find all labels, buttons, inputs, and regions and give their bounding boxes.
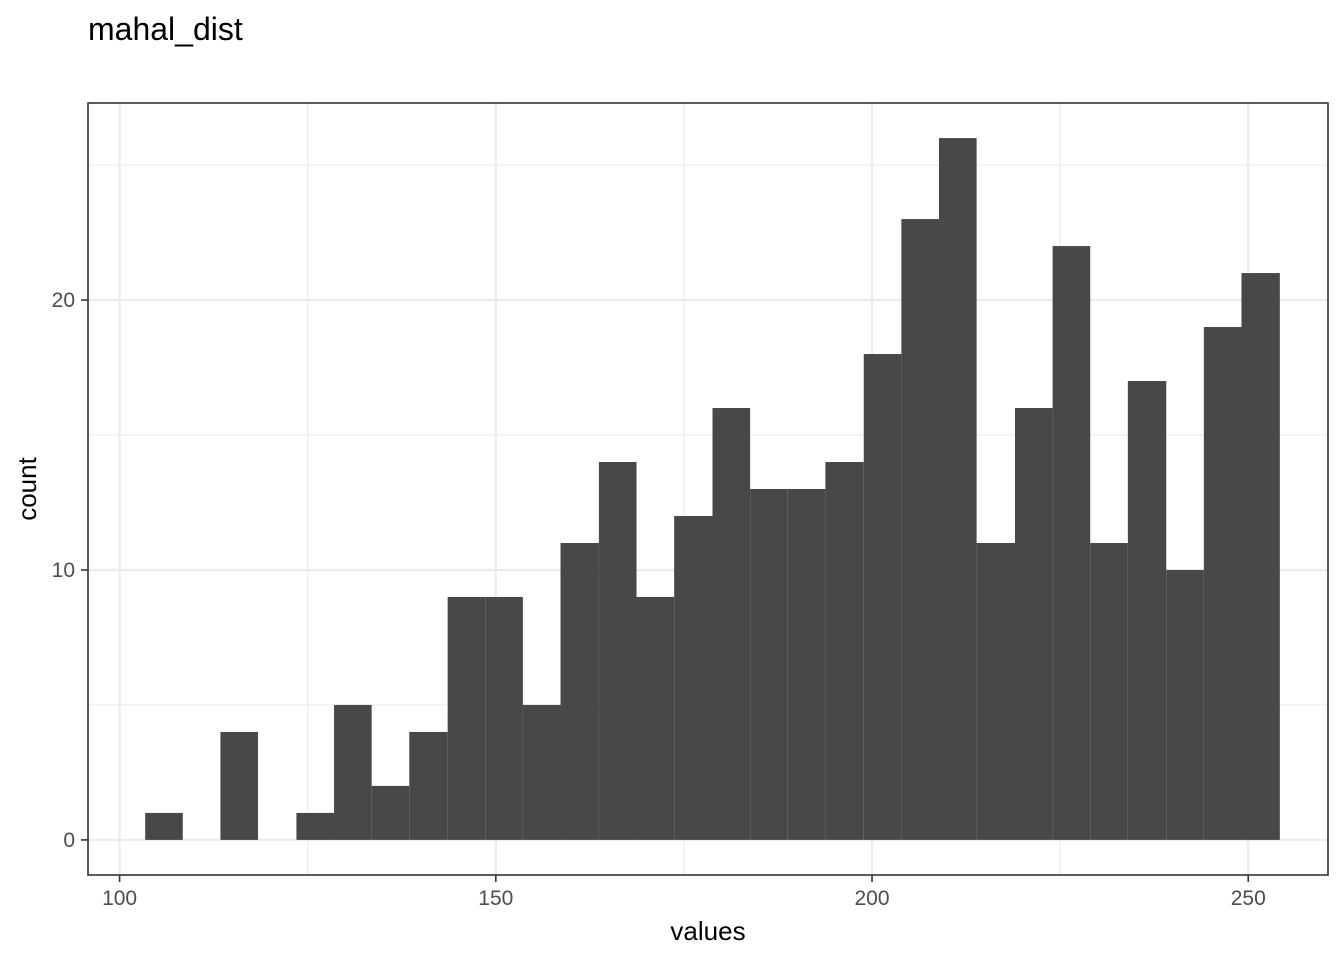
histogram-bar-8 [447,596,486,840]
histogram-bar-0 [145,812,183,840]
histogram-bar-26 [1127,381,1167,840]
x-axis-title: values [670,916,745,946]
x-tick-label: 200 [855,887,890,910]
histogram-bar-6 [371,785,410,840]
histogram-bar-20 [901,219,939,840]
histogram-bar-22 [976,542,1015,840]
histogram-bar-17 [787,489,826,840]
panel-border [87,102,1329,876]
histogram-bar-23 [1014,408,1053,840]
histogram-bar-10 [522,704,561,840]
histogram-bar-12 [598,462,637,840]
histogram-bar-27 [1166,569,1204,840]
x-axis-tick-labels: 100 150 200 250 [102,887,1266,910]
histogram-bar-13 [636,596,675,840]
histogram-bar-7 [409,731,448,840]
histogram-bar-5 [334,704,372,840]
histogram-bars [145,138,1280,840]
y-axis-title: count [12,456,42,520]
x-tick-label: 250 [1231,887,1266,910]
histogram-bar-28 [1203,327,1242,840]
histogram-bar-15 [712,408,751,840]
histogram-bar-14 [674,515,713,840]
histogram-bar-18 [825,462,864,840]
x-tick-label: 150 [478,887,513,910]
histogram-bar-29 [1241,273,1280,840]
x-tick-label: 100 [102,887,137,910]
histogram-bar-25 [1090,542,1128,840]
histogram-bar-11 [560,542,599,840]
histogram-bar-21 [939,138,977,840]
histogram-bar-2 [220,731,259,840]
histogram-bar-16 [750,489,788,840]
y-tick-label: 0 [63,829,75,852]
histogram-bar-24 [1052,246,1091,840]
y-tick-label: 20 [52,289,75,312]
chart-title: mahal_dist [88,11,243,47]
y-tick-label: 10 [52,559,75,582]
histogram-bar-4 [296,812,335,840]
histogram-bar-9 [485,596,523,840]
y-axis-tick-labels: 0 10 20 [52,289,75,852]
histogram-bar-19 [863,354,902,840]
axis-ticks [81,299,1250,882]
